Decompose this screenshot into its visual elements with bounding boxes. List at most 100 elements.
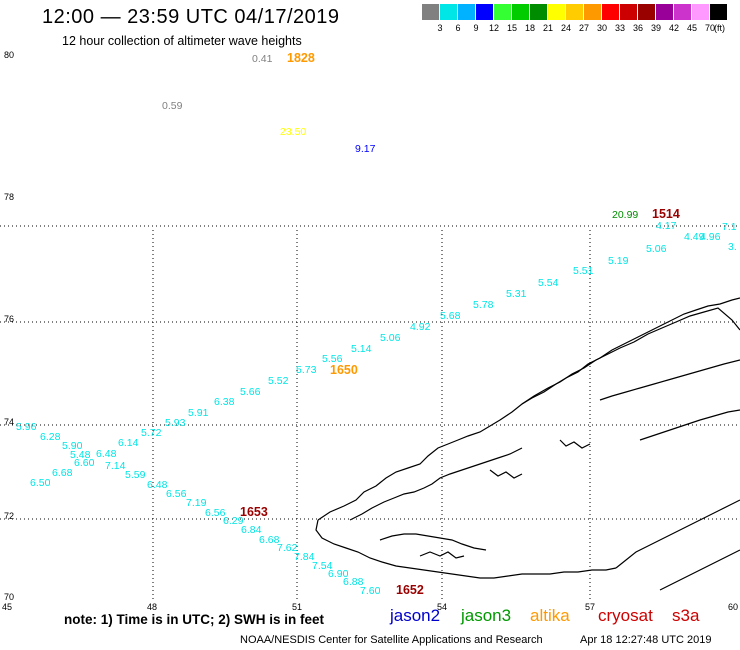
wave-height-value: 5.93 — [165, 417, 186, 429]
wave-height-value: 6.38 — [214, 396, 235, 408]
legend-tick-label: 18 — [524, 23, 535, 33]
wave-height-value: 7.62 — [277, 542, 298, 554]
legend-swatch — [602, 4, 620, 20]
wave-height-value: 6.28 — [40, 431, 61, 443]
longitude-label: 45 — [2, 602, 12, 612]
latitude-label: 78 — [4, 192, 14, 202]
wave-height-value: 7.1 — [722, 221, 737, 233]
longitude-label: 57 — [585, 602, 595, 612]
wave-height-value: 0.59 — [162, 100, 183, 112]
legend-tick-label: 24 — [560, 23, 571, 33]
coast-detail-c — [559, 439, 591, 449]
legend-tick-label: 12 — [488, 23, 499, 33]
wave-height-value: 9.17 — [355, 143, 376, 155]
wave-height-value: 5.14 — [351, 343, 372, 355]
legend-swatch — [422, 4, 440, 20]
wave-height-value: 5.19 — [608, 255, 629, 267]
wave-height-value: 6.68 — [52, 467, 73, 479]
legend-swatch — [710, 4, 728, 20]
wave-height-value: 5.59 — [125, 469, 146, 481]
wave-height-value: 6.84 — [241, 524, 262, 536]
footer-note: note: 1) Time is in UTC; 2) SWH is in fe… — [64, 612, 325, 627]
satellite-jason3: jason3 — [461, 606, 512, 625]
wave-height-value: 5.06 — [380, 332, 401, 344]
coastline — [315, 297, 740, 591]
coast-detail-b — [489, 469, 523, 479]
wave-height-value: 5.91 — [188, 407, 209, 419]
latitude-label: 76 — [4, 314, 14, 324]
legend-swatch — [512, 4, 530, 20]
wave-height-value: 7.84 — [294, 551, 315, 563]
coast-north-east — [521, 307, 740, 405]
generated-timestamp: Apr 18 12:27:48 UTC 2019 — [580, 634, 712, 646]
satellite-cryosat: cryosat — [598, 606, 653, 625]
pass-time-label: 1650 — [330, 363, 358, 377]
legend-tick-label: 30 — [596, 23, 607, 33]
wave-height-value: 6.29 — [223, 515, 244, 527]
legend-tick-label: 33 — [614, 23, 625, 33]
latitude-label: 74 — [4, 417, 14, 427]
legend-swatch — [584, 4, 602, 20]
legend-swatch — [494, 4, 512, 20]
coast-shore-east — [615, 499, 740, 569]
legend-swatch — [458, 4, 476, 20]
legend-swatch — [674, 4, 692, 20]
wave-height-value: 6.60 — [74, 457, 95, 469]
legend-tick-label: 45 — [686, 23, 697, 33]
wave-height-value: 7.19 — [186, 497, 207, 509]
wave-height-value: 5.73 — [296, 364, 317, 376]
legend-swatch — [692, 4, 710, 20]
legend-tick-label: 42 — [668, 23, 679, 33]
legend-tick-label: 9 — [473, 23, 479, 33]
legend-tick-label: 3 — [437, 23, 443, 33]
wave-height-value: 5.56 — [322, 353, 343, 365]
legend-tick-label: 70 — [704, 23, 715, 33]
wave-height-value: 4.96 — [700, 231, 721, 243]
legend-swatch — [638, 4, 656, 20]
wave-height-value: 7.14 — [105, 460, 126, 472]
credit-line: NOAA/NESDIS Center for Satellite Applica… — [240, 634, 543, 646]
latitude-label: 72 — [4, 511, 14, 521]
wave-height-value: 23.50 — [280, 126, 306, 138]
wave-height-value: 4.49 — [684, 231, 705, 243]
wave-height-value: 5.54 — [538, 277, 559, 289]
wave-height-value: 6.48 — [96, 448, 117, 460]
wave-height-value: 6.48 — [147, 479, 168, 491]
legend-tick-label: 27 — [578, 23, 589, 33]
graticule — [0, 225, 740, 600]
wave-height-value: 5.48 — [70, 449, 91, 461]
longitude-label: 51 — [292, 602, 302, 612]
wave-height-value: 4.92 — [410, 321, 431, 333]
island-outline-south-lower — [315, 519, 617, 579]
wave-height-value: 6.68 — [259, 534, 280, 546]
longitude-label: 60 — [728, 602, 738, 612]
wave-height-value: 4.17 — [656, 220, 677, 232]
wave-height-value: 6.50 — [30, 477, 51, 489]
legend-swatch — [620, 4, 638, 20]
wave-height-value: 6.14 — [118, 437, 139, 449]
satellite-altika: altika — [530, 606, 570, 625]
map-title: 12:00 — 23:59 UTC 04/17/2019 — [42, 6, 340, 28]
legend-swatch — [566, 4, 584, 20]
legend-swatch — [476, 4, 494, 20]
coast-detail-a — [419, 551, 465, 559]
pass-time-label: 1653 — [240, 505, 268, 519]
pass-time-label: 1514 — [652, 207, 680, 221]
wave-height-value: 5.06 — [646, 243, 667, 255]
wave-height-value: 5.66 — [240, 386, 261, 398]
wave-height-value: 6.56 — [205, 507, 226, 519]
coast-fjord-1 — [599, 359, 740, 401]
legend-tick-label: 6 — [455, 23, 461, 33]
pass-time-label: 1652 — [396, 583, 424, 597]
wave-height-value: 7.54 — [312, 560, 333, 572]
legend-swatch — [548, 4, 566, 20]
legend-tick-label: 15 — [506, 23, 517, 33]
legend-tick-label: 39 — [650, 23, 661, 33]
map-subtitle: 12 hour collection of altimeter wave hei… — [62, 34, 302, 48]
wave-height-value: 6.56 — [166, 488, 187, 500]
coast-inner-1 — [349, 447, 523, 521]
coast-shore-east-2 — [659, 549, 740, 591]
